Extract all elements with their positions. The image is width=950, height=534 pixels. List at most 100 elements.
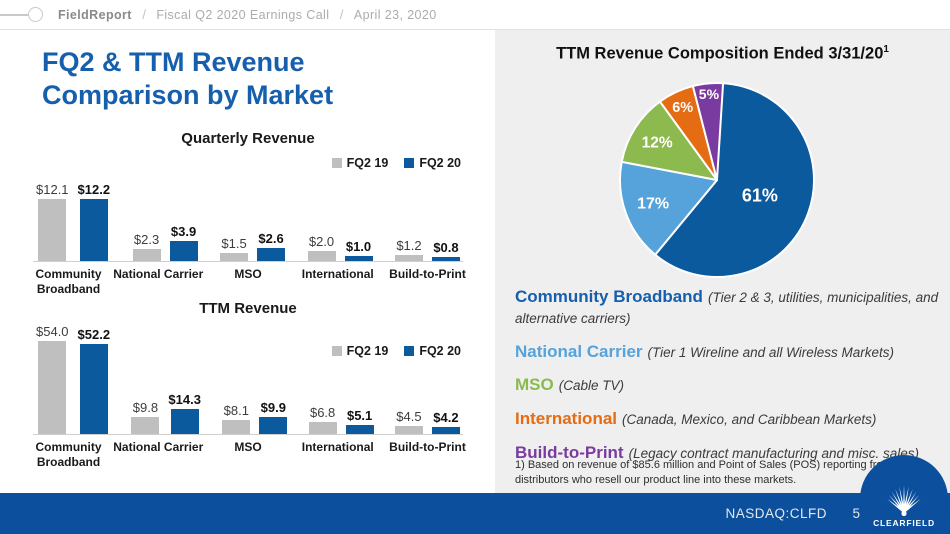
bar: [170, 409, 199, 434]
ttm-chart-legend: FQ2 19 FQ2 20: [331, 344, 461, 358]
bar-group: $4.5 $4.2: [394, 409, 460, 434]
breadcrumb-item-event[interactable]: Fiscal Q2 2020 Earnings Call: [156, 8, 330, 22]
left-panel: FQ2 & TTM Revenue Comparison by Market Q…: [0, 30, 495, 493]
category-label: National Carrier: [113, 440, 204, 454]
shell-ray: [902, 488, 913, 513]
bar-value-label: $1.2: [396, 237, 422, 253]
quarterly-chart-plot: $12.1 $12.2 $2.3 $3.9 $1.5 $2.6 $2.0 $1.0 $1.2 $0…: [33, 178, 463, 262]
bar-value-label: $12.1: [36, 182, 69, 198]
category-label: MSO: [234, 267, 262, 281]
top-bar: FieldReport / Fiscal Q2 2020 Earnings Ca…: [0, 0, 950, 30]
bar-column: $3.9: [169, 224, 198, 261]
pie-slice-mso: [620, 100, 718, 181]
shell-icon: [887, 485, 921, 517]
market-legend-row: Build-to-Print (Legacy contract manufactu…: [515, 442, 942, 465]
legend-item: FQ2 19: [331, 156, 389, 170]
bar-column: $14.3: [168, 392, 201, 434]
footer-bar: NASDAQ:CLFD 5 CLEARFIELD: [0, 455, 950, 534]
pie-slice-national-carrier: [619, 160, 718, 256]
ticker-label: NASDAQ:CLFD: [725, 506, 827, 521]
bar-value-label: $2.0: [308, 233, 335, 249]
quarterly-chart-categories: Community Broadband National Carrier MSO In…: [33, 267, 466, 297]
bar-column: $12.2: [77, 181, 111, 261]
bar: [431, 426, 460, 434]
bar-value-label: $9.9: [260, 399, 286, 415]
bar: [131, 417, 160, 434]
bar-value-label: $4.5: [396, 409, 422, 425]
legend-swatch: [404, 346, 415, 356]
category-label: National Carrier: [113, 267, 204, 281]
category-label: International: [301, 267, 374, 281]
market-name: Community Broadband: [515, 287, 703, 306]
pie-slice-build-to-print: [691, 82, 725, 181]
slide-title: FQ2 & TTM Revenue Comparison by Market: [42, 47, 334, 110]
category-label: Community Broadband: [35, 267, 102, 296]
bar-column: $0.8: [431, 240, 460, 261]
shell-base: [901, 510, 907, 517]
bar-group: $54.0 $52.2: [36, 324, 110, 434]
market-name: MSO: [515, 375, 554, 395]
bar-value-label: $12.2: [77, 181, 111, 197]
legend-label: FQ2 19: [346, 156, 389, 170]
bar-column: $4.2: [431, 409, 460, 434]
ttm-revenue-chart: TTM Revenue FQ2 19 FQ2 20 $54.0 $52.2 $9.8 $…: [33, 300, 466, 470]
shell-ray: [903, 498, 921, 513]
bar-group: $6.8 $5.1: [308, 405, 374, 434]
bar-column: $5.1: [345, 408, 374, 434]
category-label: Build-to-Print: [389, 267, 466, 281]
bar: [345, 425, 374, 434]
legend-label: FQ2 20: [419, 156, 461, 170]
pie-chart: 61% 17% 12% 6% 5%: [619, 82, 815, 278]
bar-column: $9.9: [259, 399, 288, 434]
shell-ray: [902, 486, 909, 513]
market-description: (Tier 1 Wireline and all Wireless Market…: [647, 344, 894, 360]
bar: [222, 420, 251, 434]
bar-column: $2.3: [132, 232, 161, 261]
bar-column: $1.5: [220, 236, 249, 261]
market-name: International: [515, 409, 618, 429]
bar: [132, 249, 161, 261]
legend-swatch: [404, 158, 415, 168]
bar: [259, 416, 288, 434]
bar-value-label: $5.1: [346, 408, 373, 424]
pie-slice-label: 12%: [642, 135, 673, 152]
breadcrumb-separator: /: [142, 8, 146, 22]
breadcrumb-brand[interactable]: FieldReport: [58, 8, 132, 22]
market-legend-row: International (Canada, Mexico, and Caribb…: [515, 408, 942, 431]
bar-value-label: $2.6: [258, 230, 284, 246]
bar-group: $2.0 $1.0: [307, 233, 373, 261]
breadcrumb-item-date[interactable]: April 23, 2020: [353, 8, 437, 22]
pie-slice-label: 5%: [699, 86, 720, 102]
legend-label: FQ2 19: [346, 344, 389, 358]
legend-swatch: [331, 158, 342, 168]
shell-ray: [887, 498, 905, 513]
market-legend-row: MSO (Cable TV): [515, 374, 942, 397]
legend-swatch: [331, 346, 342, 356]
bar-group: $1.2 $0.8: [394, 237, 460, 261]
market-description: (Legacy contract manufacturing and misc.…: [628, 445, 919, 461]
bar-value-label: $14.3: [168, 392, 201, 408]
pie-slice-label: 17%: [637, 196, 669, 213]
legend-item: FQ2 20: [404, 156, 461, 170]
market-description: (Cable TV): [558, 378, 624, 394]
bar-column: $1.2: [394, 237, 423, 261]
bar: [431, 256, 460, 261]
breadcrumb-separator: /: [339, 8, 344, 22]
market-name: National Carrier: [515, 341, 643, 361]
bar-value-label: $1.0: [345, 238, 372, 254]
bar: [79, 198, 108, 261]
bar: [169, 241, 198, 261]
bar-column: $2.6: [257, 230, 286, 261]
bar-value-label: $2.3: [133, 232, 160, 248]
timeline-line: [0, 14, 29, 16]
quarterly-chart-legend: FQ2 19 FQ2 20: [331, 156, 461, 170]
bar-value-label: $4.2: [433, 409, 459, 425]
bar: [394, 426, 423, 434]
bar: [394, 254, 423, 261]
market-legend: Community Broadband (Tier 2 & 3, utilitie…: [515, 286, 942, 476]
pie-slice-community-broadband: [654, 82, 815, 278]
pie-chart-title-text: TTM Revenue Composition Ended 3/31/20: [556, 44, 884, 63]
clearfield-logo-text: CLEARFIELD: [873, 518, 935, 528]
bar: [344, 255, 373, 261]
